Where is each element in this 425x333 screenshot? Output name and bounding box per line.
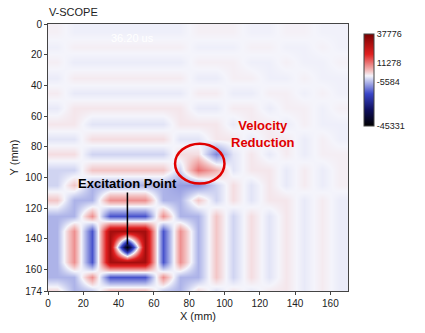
svg-text:140: 140 — [287, 298, 304, 309]
svg-text:20: 20 — [31, 49, 43, 60]
svg-text:X (mm): X (mm) — [180, 310, 216, 322]
svg-text:160: 160 — [25, 264, 42, 275]
svg-text:V-SCOPE: V-SCOPE — [49, 6, 98, 18]
svg-text:80: 80 — [31, 141, 43, 152]
svg-text:-45331: -45331 — [377, 121, 405, 131]
svg-text:-5584: -5584 — [377, 77, 400, 87]
svg-text:0: 0 — [36, 19, 42, 30]
svg-text:40: 40 — [31, 80, 43, 91]
svg-text:Excitation Point: Excitation Point — [78, 176, 177, 191]
svg-text:60: 60 — [31, 111, 43, 122]
svg-text:VelocityReduction: VelocityReduction — [231, 118, 295, 150]
svg-text:140: 140 — [25, 233, 42, 244]
svg-text:100: 100 — [216, 298, 233, 309]
svg-text:20: 20 — [78, 298, 90, 309]
svg-text:120: 120 — [25, 203, 42, 214]
svg-text:40: 40 — [113, 298, 125, 309]
svg-text:80: 80 — [184, 298, 196, 309]
svg-text:100: 100 — [25, 172, 42, 183]
svg-text:11278: 11278 — [377, 58, 401, 68]
svg-text:174: 174 — [25, 286, 42, 297]
svg-text:60: 60 — [148, 298, 160, 309]
svg-text:37776: 37776 — [377, 29, 402, 39]
svg-text:160: 160 — [322, 298, 339, 309]
svg-text:120: 120 — [251, 298, 268, 309]
svg-text:36.20 us: 36.20 us — [111, 32, 154, 44]
svg-text:0: 0 — [45, 298, 51, 309]
svg-text:Y (mm): Y (mm) — [8, 140, 20, 176]
